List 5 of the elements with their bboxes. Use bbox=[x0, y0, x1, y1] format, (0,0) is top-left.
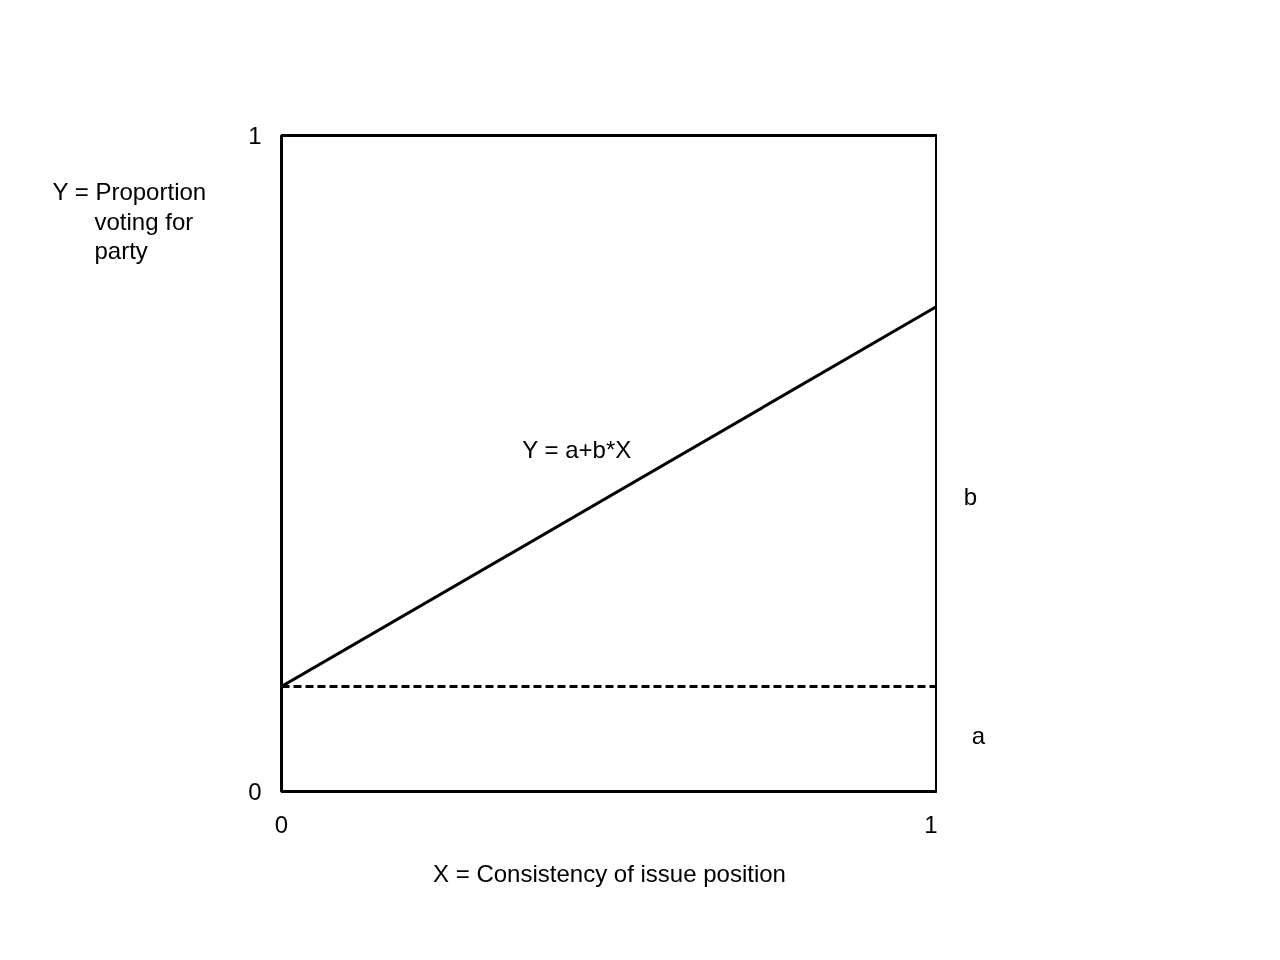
text: b bbox=[963, 482, 978, 510]
ref-line-label: a bbox=[971, 722, 986, 750]
x-axis-title: X = Consistency of issue position bbox=[433, 859, 786, 887]
series-label: Y = a+b*X bbox=[522, 436, 632, 464]
y-axis-title: Y = Proportion voting for party bbox=[52, 178, 207, 264]
